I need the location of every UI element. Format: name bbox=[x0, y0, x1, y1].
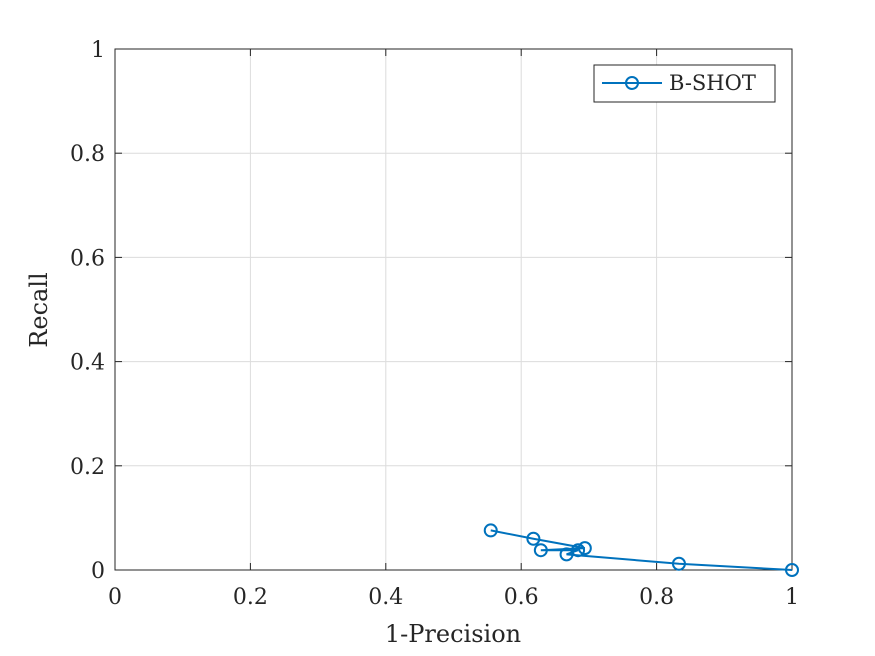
data-point bbox=[559, 547, 574, 562]
data-point bbox=[577, 541, 592, 556]
y-tick-label: 0.4 bbox=[70, 351, 105, 376]
plot-background bbox=[115, 49, 792, 570]
x-tick-label: 0 bbox=[108, 585, 122, 610]
data-point bbox=[671, 556, 686, 571]
y-tick-label: 0.8 bbox=[70, 142, 105, 167]
data-point bbox=[483, 523, 498, 538]
series-line-0 bbox=[490, 529, 793, 571]
y-tick-label: 0.2 bbox=[70, 455, 105, 480]
y-tick-label: 0.6 bbox=[70, 246, 105, 271]
axes-box bbox=[114, 48, 793, 571]
y-axis-label: Recall bbox=[25, 272, 53, 347]
y-tick-label: 1 bbox=[91, 38, 105, 63]
x-tick-label: 0.2 bbox=[233, 585, 268, 610]
legend: B-SHOT bbox=[593, 64, 776, 103]
x-tick-label: 0.8 bbox=[639, 585, 674, 610]
tick-labels: 0 0.2 0.4 0.6 0.8 1 0 0.2 0.4 0.6 0.8 1 bbox=[70, 38, 799, 610]
series-layer bbox=[483, 523, 799, 577]
x-axis-label: 1-Precision bbox=[385, 620, 521, 648]
data-point bbox=[526, 531, 541, 546]
y-tick-label: 0 bbox=[91, 559, 105, 584]
grid bbox=[115, 49, 792, 570]
data-point bbox=[533, 543, 548, 558]
legend-label-b-shot: B-SHOT bbox=[669, 71, 756, 95]
x-tick-label: 1 bbox=[785, 585, 799, 610]
legend-marker-b-shot bbox=[625, 76, 639, 90]
x-tick-label: 0.6 bbox=[504, 585, 539, 610]
x-tick-label: 0.4 bbox=[368, 585, 403, 610]
data-point bbox=[785, 563, 799, 577]
